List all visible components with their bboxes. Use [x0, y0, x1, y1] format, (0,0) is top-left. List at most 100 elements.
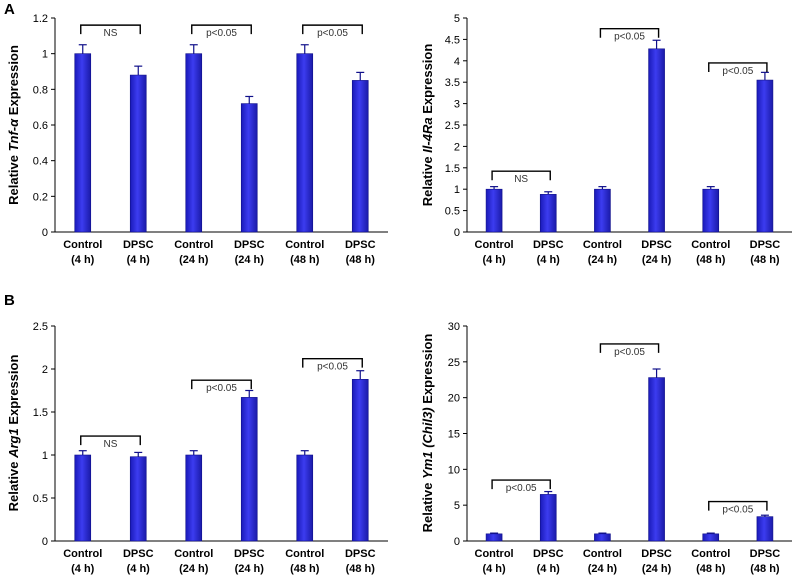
significance-label: p<0.05: [206, 383, 237, 394]
significance-label: NS: [104, 439, 118, 450]
category-sublabel: (48 h): [696, 563, 726, 575]
y-tick-label: 2.5: [33, 321, 48, 333]
category-label: DPSC: [234, 548, 265, 560]
y-tick-label: 4: [454, 56, 460, 68]
y-tick-label: 3.5: [445, 77, 460, 89]
significance-bracket: [302, 24, 363, 35]
charts-group: 0 0.2 0.4 0.6 0.8 1 1.2 Relative Tnf-α Expressi…: [6, 13, 792, 575]
category-label: Control: [475, 548, 514, 560]
y-tick-label: 0: [42, 536, 48, 548]
bar: [74, 53, 92, 233]
bar: [756, 516, 774, 542]
category-label: Control: [174, 239, 213, 251]
category-label: Control: [583, 239, 622, 251]
y-tick-label: 2.5: [445, 120, 460, 132]
y-tick-label: 1.2: [33, 13, 48, 25]
y-tick-label: 30: [448, 321, 460, 333]
panel-label-b: B: [4, 292, 15, 309]
category-sublabel: (4 h): [127, 254, 151, 266]
category-sublabel: (4 h): [71, 254, 95, 266]
bar: [240, 397, 258, 542]
category-label: Control: [691, 548, 730, 560]
category-label: Control: [285, 239, 324, 251]
y-tick-label: 3: [454, 99, 460, 111]
category-label: DPSC: [345, 548, 376, 560]
category-sublabel: (48 h): [346, 254, 376, 266]
significance-label: p<0.05: [506, 483, 537, 494]
significance-label: p<0.05: [614, 32, 645, 43]
bar: [185, 53, 203, 233]
bar: [185, 454, 203, 542]
category-sublabel: (4 h): [482, 563, 506, 575]
y-tick-label: 0.5: [33, 493, 48, 505]
y-axis-label: Relative Il-4Ra Expression: [420, 44, 435, 207]
significance-bracket: [491, 170, 551, 181]
y-axis-label: Relative Arg1 Expression: [6, 355, 21, 512]
category-sublabel: (48 h): [346, 563, 376, 575]
significance-bracket: [491, 479, 551, 490]
category-sublabel: (24 h): [642, 563, 672, 575]
significance-label: NS: [514, 174, 528, 185]
category-sublabel: (24 h): [179, 563, 209, 575]
category-sublabel: (48 h): [750, 563, 780, 575]
y-tick-label: 4.5: [445, 34, 460, 46]
significance-label: p<0.05: [317, 362, 348, 373]
category-sublabel: (4 h): [537, 563, 561, 575]
bar: [648, 48, 665, 233]
significance-bracket: [191, 24, 252, 35]
y-tick-label: 0: [454, 227, 460, 239]
category-sublabel: (48 h): [696, 254, 726, 266]
bar: [296, 454, 314, 542]
bar: [485, 188, 503, 233]
category-sublabel: (4 h): [537, 254, 561, 266]
bar: [702, 533, 720, 542]
chart-1: 0 0.2 0.4 0.6 0.8 1 1.2 Relative Tnf-α Expressi…: [6, 13, 388, 266]
y-tick-label: 1: [454, 184, 460, 196]
category-sublabel: (24 h): [642, 254, 672, 266]
bar: [756, 79, 774, 233]
y-axis-label: Relative Tnf-α Expression: [6, 45, 21, 205]
bar: [351, 80, 369, 233]
bar: [129, 456, 147, 542]
bar: [240, 103, 258, 233]
bar: [296, 53, 314, 233]
y-tick-label: 5: [454, 13, 460, 25]
category-sublabel: (4 h): [71, 563, 95, 575]
chart-2: 0 0.5 1 1.5 2 2.5 3 3.5 4 4.5 5 Relative Il-4Ra Exp…: [420, 13, 792, 266]
bar: [129, 74, 147, 233]
category-label: Control: [63, 548, 102, 560]
category-label: DPSC: [345, 239, 376, 251]
category-label: Control: [583, 548, 622, 560]
y-tick-label: 0.6: [33, 120, 48, 132]
significance-bracket: [599, 343, 660, 353]
bar: [74, 454, 92, 542]
y-tick-label: 1.5: [33, 407, 48, 419]
significance-bracket: [80, 435, 141, 446]
category-label: Control: [63, 239, 102, 251]
category-sublabel: (24 h): [588, 563, 618, 575]
category-label: DPSC: [533, 239, 564, 251]
significance-bracket: [80, 24, 141, 35]
significance-label: p<0.05: [614, 347, 645, 358]
bar: [539, 494, 557, 542]
y-axis-label: Relative Ym1 (Chil3) Expression: [420, 334, 435, 533]
y-tick-label: 1.5: [445, 163, 460, 175]
y-tick-label: 15: [448, 429, 460, 441]
y-tick-label: 1: [42, 49, 48, 61]
category-label: DPSC: [750, 239, 781, 251]
category-sublabel: (48 h): [750, 254, 780, 266]
y-tick-label: 0.2: [33, 191, 48, 203]
category-label: DPSC: [750, 548, 781, 560]
significance-bracket: [708, 62, 768, 72]
category-sublabel: (24 h): [588, 254, 618, 266]
category-sublabel: (24 h): [179, 254, 209, 266]
y-tick-label: 0.5: [445, 206, 460, 218]
y-tick-label: 20: [448, 393, 460, 405]
category-label: DPSC: [641, 239, 672, 251]
y-tick-label: 10: [448, 464, 460, 476]
significance-bracket: [191, 379, 252, 390]
category-label: DPSC: [123, 548, 154, 560]
significance-bracket: [599, 28, 660, 38]
category-sublabel: (48 h): [290, 254, 320, 266]
chart-4: 0 5 10 15 20 25 30 Relative Ym1 (Chil3) Express…: [420, 321, 792, 575]
